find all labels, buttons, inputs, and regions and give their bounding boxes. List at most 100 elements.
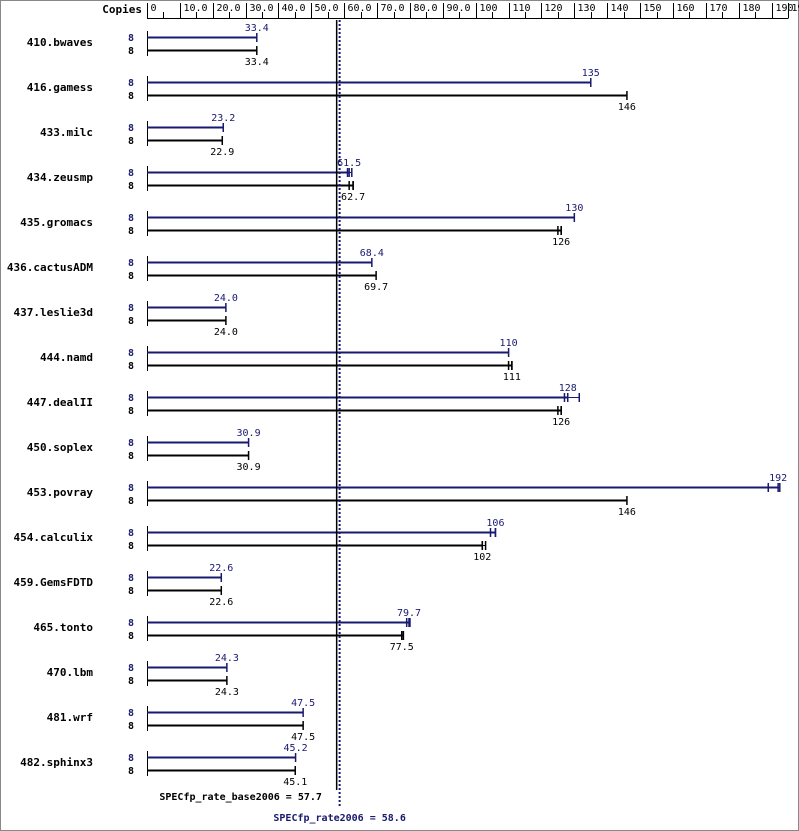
data-label: 24.0 [214, 327, 238, 338]
copies-value: 8 [128, 766, 134, 777]
data-label: 45.1 [283, 777, 307, 788]
bar-peak: 45.28 [128, 743, 308, 764]
x-tick-label: 20.0 [217, 3, 241, 14]
copies-value: 8 [128, 721, 134, 732]
bar-base: 77.58 [128, 631, 414, 653]
bar-peak: 79.78 [128, 608, 421, 629]
data-label: 24.3 [215, 653, 239, 664]
data-label: 69.7 [364, 282, 388, 293]
copies-value: 8 [128, 271, 134, 282]
bar-base: 30.98 [128, 451, 261, 473]
bar-peak: 24.08 [128, 293, 238, 314]
benchmark-label: 470.lbm [47, 666, 94, 679]
reference-lines: SPECfp_rate_base2006 = 57.7 SPECfp_rate20… [159, 20, 406, 824]
data-label: 110 [500, 338, 518, 349]
bar-peak: 68.48 [128, 248, 384, 269]
benchmark-label: 459.GemsFDTD [14, 576, 94, 589]
copies-value: 8 [128, 393, 134, 404]
peak-reference-label: SPECfp_rate2006 = 58.6 [273, 813, 405, 824]
data-label: 62.7 [341, 192, 365, 203]
benchmark-label: 453.povray [27, 486, 94, 499]
data-label: 33.4 [245, 57, 269, 68]
copies-value: 8 [128, 226, 134, 237]
copies-value: 8 [128, 46, 134, 57]
copies-value: 8 [128, 123, 134, 134]
copies-value: 8 [128, 586, 134, 597]
copies-value: 8 [128, 438, 134, 449]
bar-peak: 61.58 [128, 158, 361, 179]
data-label: 77.5 [390, 642, 414, 653]
benchmark-label: 437.leslie3d [14, 306, 93, 319]
x-tick-label: 80.0 [414, 3, 438, 14]
copies-value: 8 [128, 753, 134, 764]
x-tick-label: 40.0 [282, 3, 306, 14]
x-tick-label: 70.0 [381, 3, 405, 14]
benchmark-bars: 410.bwaves33.4833.48416.gamess1358146843… [7, 23, 787, 788]
x-tick-label: 30.0 [250, 3, 274, 14]
benchmark-label: 444.namd [40, 351, 93, 364]
bar-peak: 110 8 [128, 338, 518, 359]
copies-value: 8 [128, 528, 134, 539]
bar-peak: 135 8 [128, 68, 600, 89]
x-tick-label: 90.0 [447, 3, 471, 14]
data-label: 30.9 [237, 462, 261, 473]
copies-value: 8 [128, 181, 134, 192]
x-tick-label: 60.0 [348, 3, 372, 14]
bar-peak: 23.28 [128, 113, 235, 134]
data-label: 126 [552, 417, 570, 428]
copies-value: 8 [128, 676, 134, 687]
copies-value: 8 [128, 316, 134, 327]
x-tick-label: 190 [776, 3, 794, 14]
copies-header: Copies [102, 3, 142, 16]
copies-value: 8 [128, 33, 134, 44]
copies-value: 8 [128, 361, 134, 372]
copies-value: 8 [128, 258, 134, 269]
bar-base: 22.98 [128, 136, 234, 158]
copies-value: 8 [128, 348, 134, 359]
bar-base: 69.78 [128, 271, 388, 293]
data-label: 24.3 [215, 687, 239, 698]
x-tick-label: 160 [677, 3, 695, 14]
benchmark-label: 447.dealII [27, 396, 93, 409]
data-label: 22.9 [210, 147, 234, 158]
copies-value: 8 [128, 168, 134, 179]
bar-peak: 24.38 [128, 653, 239, 674]
data-label: 22.6 [209, 563, 233, 574]
bar-peak: 30.98 [128, 428, 261, 449]
data-label: 45.2 [284, 743, 308, 754]
data-label: 47.5 [291, 732, 315, 743]
data-label: 126 [552, 237, 570, 248]
x-tick-label: 150 [644, 3, 662, 14]
data-label: 68.4 [360, 248, 384, 259]
benchmark-label: 436.cactusADM [7, 261, 93, 274]
data-label: 33.4 [245, 23, 269, 34]
benchmark-label: 434.zeusmp [27, 171, 94, 184]
data-label: 135 [582, 68, 600, 79]
copies-value: 8 [128, 483, 134, 494]
benchmark-label: 435.gromacs [20, 216, 93, 229]
bar-peak: 33.48 [128, 23, 269, 44]
bar-base: 126 8 [128, 406, 570, 428]
copies-value: 8 [128, 303, 134, 314]
data-label: 30.9 [237, 428, 261, 439]
bar-base: 47.58 [128, 721, 315, 743]
benchmark-label: 465.tonto [33, 621, 93, 634]
bar-peak: 130 8 [128, 203, 583, 224]
bar-base: 45.18 [128, 766, 307, 788]
x-tick-label: 110 [513, 3, 531, 14]
copies-value: 8 [128, 213, 134, 224]
x-axis: Copies 0 10.0 20.0 30.0 40.0 50.0 60.0 70.0 80.0… [102, 3, 799, 19]
bar-peak: 47.58 [128, 698, 315, 719]
data-label: 61.5 [337, 158, 361, 169]
data-label: 47.5 [291, 698, 315, 709]
copies-value: 8 [128, 406, 134, 417]
x-tick-label: 10.0 [184, 3, 208, 14]
bar-peak: 128 8 [128, 383, 581, 404]
data-label: 79.7 [397, 608, 421, 619]
copies-value: 8 [128, 618, 134, 629]
data-label: 192 [769, 473, 787, 484]
benchmark-label: 482.sphinx3 [20, 756, 93, 769]
data-label: 23.2 [211, 113, 235, 124]
